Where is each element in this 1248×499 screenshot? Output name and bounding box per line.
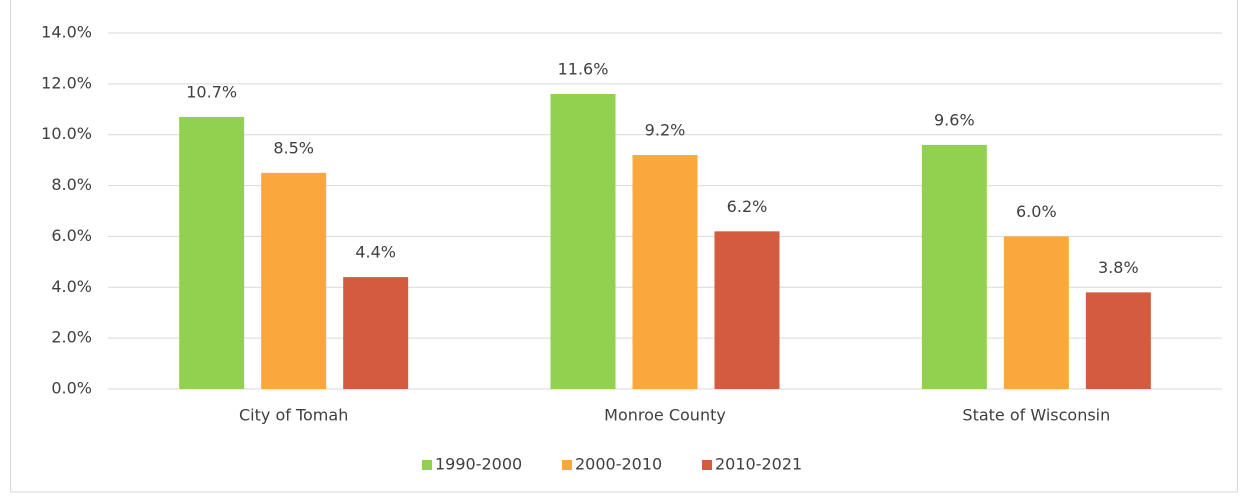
data-label: 4.4% — [355, 243, 396, 262]
x-tick-label: City of Tomah — [239, 406, 348, 425]
y-tick-label: 0.0% — [51, 379, 92, 398]
bar — [714, 231, 780, 389]
legend-swatch — [422, 460, 432, 470]
x-tick-label: Monroe County — [604, 406, 726, 425]
legend-swatch — [562, 460, 572, 470]
y-tick-label: 14.0% — [41, 23, 92, 42]
chart-border — [10, 0, 1238, 493]
legend-label: 2010-2021 — [715, 455, 802, 474]
data-label: 9.6% — [934, 110, 975, 129]
legend-label: 2000-2010 — [575, 455, 662, 474]
data-label: 8.5% — [273, 138, 314, 157]
bar — [550, 94, 616, 390]
legend-label: 1990-2000 — [435, 455, 522, 474]
legend-swatch — [702, 460, 712, 470]
bar — [632, 155, 698, 389]
bar — [921, 144, 987, 389]
data-label: 11.6% — [558, 60, 609, 79]
bar — [343, 277, 409, 389]
bar — [1003, 236, 1069, 389]
y-tick-label: 4.0% — [51, 277, 92, 296]
y-tick-label: 12.0% — [41, 73, 92, 92]
bar — [179, 116, 245, 390]
data-label: 3.8% — [1098, 258, 1139, 277]
data-label: 6.2% — [727, 197, 768, 216]
data-label: 10.7% — [186, 82, 237, 101]
y-tick-label: 10.0% — [41, 124, 92, 143]
y-tick-label: 6.0% — [51, 226, 92, 245]
data-label: 9.2% — [645, 121, 686, 140]
y-tick-label: 2.0% — [51, 328, 92, 347]
bar — [1085, 292, 1151, 389]
bar — [261, 172, 327, 389]
y-tick-label: 8.0% — [51, 175, 92, 194]
x-tick-label: State of Wisconsin — [962, 406, 1110, 425]
data-label: 6.0% — [1016, 202, 1057, 221]
